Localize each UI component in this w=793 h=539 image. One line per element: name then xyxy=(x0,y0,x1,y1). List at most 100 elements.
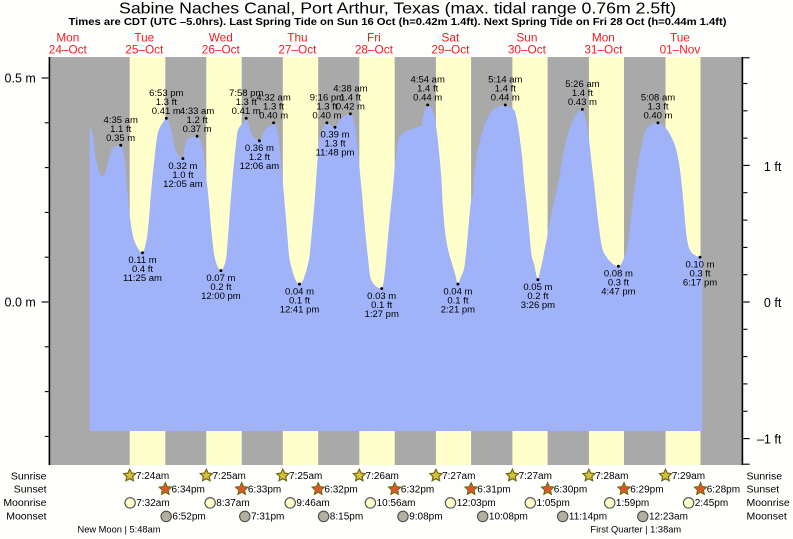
svg-text:1.1 ft: 1.1 ft xyxy=(110,124,131,135)
svg-text:0.08 m: 0.08 m xyxy=(604,269,633,280)
svg-text:11:48 pm: 11:48 pm xyxy=(316,148,355,159)
svg-text:1.3 ft: 1.3 ft xyxy=(263,101,284,112)
svg-text:3:26 pm: 3:26 pm xyxy=(521,300,555,311)
svg-text:28–Oct: 28–Oct xyxy=(355,43,394,57)
svg-text:4:47 pm: 4:47 pm xyxy=(601,287,635,298)
svg-text:Mon: Mon xyxy=(56,30,79,44)
svg-text:Times are CDT (UTC –5.0hrs). L: Times are CDT (UTC –5.0hrs). Last Spring… xyxy=(69,17,727,28)
svg-text:7:31pm: 7:31pm xyxy=(251,512,284,523)
svg-text:0.3 ft: 0.3 ft xyxy=(689,269,710,280)
svg-text:9:46am: 9:46am xyxy=(296,498,329,509)
svg-text:4:33 am: 4:33 am xyxy=(180,106,214,117)
svg-text:Sunset: Sunset xyxy=(747,484,780,496)
svg-text:29–Oct: 29–Oct xyxy=(431,43,470,57)
svg-text:6:53 pm: 6:53 pm xyxy=(149,88,183,99)
svg-text:0.05 m: 0.05 m xyxy=(523,282,552,293)
svg-text:7:32am: 7:32am xyxy=(136,498,169,509)
svg-text:Moonrise: Moonrise xyxy=(3,497,46,509)
svg-text:1.4 ft: 1.4 ft xyxy=(340,92,361,103)
svg-text:8:37am: 8:37am xyxy=(216,498,249,509)
svg-text:Tue: Tue xyxy=(134,30,154,44)
svg-text:0.39 m: 0.39 m xyxy=(320,130,349,141)
svg-text:1.2 ft: 1.2 ft xyxy=(187,115,208,126)
svg-text:0.43 m: 0.43 m xyxy=(568,97,597,108)
svg-text:0.10 m: 0.10 m xyxy=(685,260,714,271)
svg-text:1.3 ft: 1.3 ft xyxy=(236,97,257,108)
svg-text:6:17 pm: 6:17 pm xyxy=(683,278,717,289)
svg-text:1.3 ft: 1.3 ft xyxy=(316,101,337,112)
svg-text:10:56am: 10:56am xyxy=(377,498,416,509)
svg-text:6:28pm: 6:28pm xyxy=(707,485,740,496)
svg-text:6:32pm: 6:32pm xyxy=(324,485,357,496)
svg-text:4:54 am: 4:54 am xyxy=(411,75,445,86)
svg-text:1.3 ft: 1.3 ft xyxy=(647,101,668,112)
svg-text:0.40 m: 0.40 m xyxy=(643,110,672,121)
svg-text:Thu: Thu xyxy=(287,30,307,44)
svg-text:0.44 m: 0.44 m xyxy=(413,93,442,104)
svg-text:Sunrise: Sunrise xyxy=(11,470,47,482)
svg-text:12:41 pm: 12:41 pm xyxy=(280,304,320,315)
svg-text:0.04 m: 0.04 m xyxy=(443,286,472,297)
svg-text:First Quarter | 1:38am: First Quarter | 1:38am xyxy=(590,524,681,534)
svg-text:7:27am: 7:27am xyxy=(519,471,552,482)
svg-text:Tue: Tue xyxy=(670,30,690,44)
svg-text:1.4 ft: 1.4 ft xyxy=(572,88,593,99)
svg-text:7:25am: 7:25am xyxy=(213,471,246,482)
svg-text:Sun: Sun xyxy=(516,30,537,44)
svg-text:0.35 m: 0.35 m xyxy=(106,133,135,144)
svg-text:7:28am: 7:28am xyxy=(595,471,628,482)
svg-text:6:52pm: 6:52pm xyxy=(172,512,205,523)
svg-text:Sat: Sat xyxy=(442,30,460,44)
svg-text:0.5 m: 0.5 m xyxy=(5,72,36,86)
svg-text:0.32 m: 0.32 m xyxy=(168,161,197,172)
svg-text:1.4 ft: 1.4 ft xyxy=(417,84,438,95)
svg-text:0.1 ft: 0.1 ft xyxy=(447,295,468,306)
svg-text:26–Oct: 26–Oct xyxy=(202,43,241,57)
svg-text:7:29am: 7:29am xyxy=(672,471,705,482)
svg-text:0.11 m: 0.11 m xyxy=(128,255,156,266)
svg-text:0.2 ft: 0.2 ft xyxy=(210,282,231,293)
svg-text:0.4 ft: 0.4 ft xyxy=(132,264,153,275)
svg-text:6:34pm: 6:34pm xyxy=(172,485,205,496)
svg-text:31–Oct: 31–Oct xyxy=(584,43,623,57)
svg-text:7:24am: 7:24am xyxy=(136,471,169,482)
svg-text:9:16 pm: 9:16 pm xyxy=(310,92,344,103)
svg-text:Moonset: Moonset xyxy=(747,511,787,523)
svg-text:0 ft: 0 ft xyxy=(764,296,782,310)
svg-text:1:27 pm: 1:27 pm xyxy=(365,309,399,320)
svg-text:4:32 am: 4:32 am xyxy=(256,92,290,103)
svg-text:11:25 am: 11:25 am xyxy=(123,273,162,284)
svg-text:Sunset: Sunset xyxy=(14,484,47,496)
svg-text:0.36 m: 0.36 m xyxy=(245,143,274,154)
svg-text:1.4 ft: 1.4 ft xyxy=(495,84,516,95)
svg-text:0.07 m: 0.07 m xyxy=(206,273,235,284)
svg-text:12:06 am: 12:06 am xyxy=(240,161,280,172)
svg-text:7:26am: 7:26am xyxy=(366,471,399,482)
svg-text:1:59pm: 1:59pm xyxy=(616,498,649,509)
svg-text:Moonrise: Moonrise xyxy=(747,497,790,509)
svg-text:4:35 am: 4:35 am xyxy=(104,115,138,126)
svg-text:5:26 am: 5:26 am xyxy=(565,79,599,90)
svg-text:5:14 am: 5:14 am xyxy=(488,75,522,86)
svg-text:0.40 m: 0.40 m xyxy=(259,110,288,121)
svg-text:7:25am: 7:25am xyxy=(289,471,322,482)
svg-text:0.2 ft: 0.2 ft xyxy=(527,291,548,302)
svg-text:6:32pm: 6:32pm xyxy=(401,485,434,496)
svg-text:Sabine Naches Canal, Port Arth: Sabine Naches Canal, Port Arthur, Texas … xyxy=(119,1,676,18)
svg-text:1 ft: 1 ft xyxy=(764,160,782,174)
svg-text:Sunrise: Sunrise xyxy=(747,470,783,482)
svg-text:1.3 ft: 1.3 ft xyxy=(156,97,177,108)
svg-text:27–Oct: 27–Oct xyxy=(278,43,317,57)
svg-text:Moonset: Moonset xyxy=(6,511,46,523)
svg-text:11:14pm: 11:14pm xyxy=(569,512,607,523)
svg-text:0.44 m: 0.44 m xyxy=(491,93,520,104)
svg-text:New Moon | 5:48am: New Moon | 5:48am xyxy=(77,524,160,534)
svg-text:Mon: Mon xyxy=(592,30,615,44)
svg-text:0.1 ft: 0.1 ft xyxy=(289,295,310,306)
svg-text:24–Oct: 24–Oct xyxy=(49,43,88,57)
svg-text:12:23am: 12:23am xyxy=(649,512,688,523)
svg-text:10:08pm: 10:08pm xyxy=(489,512,528,523)
svg-text:12:05 am: 12:05 am xyxy=(163,179,203,190)
svg-text:2:45pm: 2:45pm xyxy=(695,498,728,509)
svg-text:8:15pm: 8:15pm xyxy=(330,512,363,523)
